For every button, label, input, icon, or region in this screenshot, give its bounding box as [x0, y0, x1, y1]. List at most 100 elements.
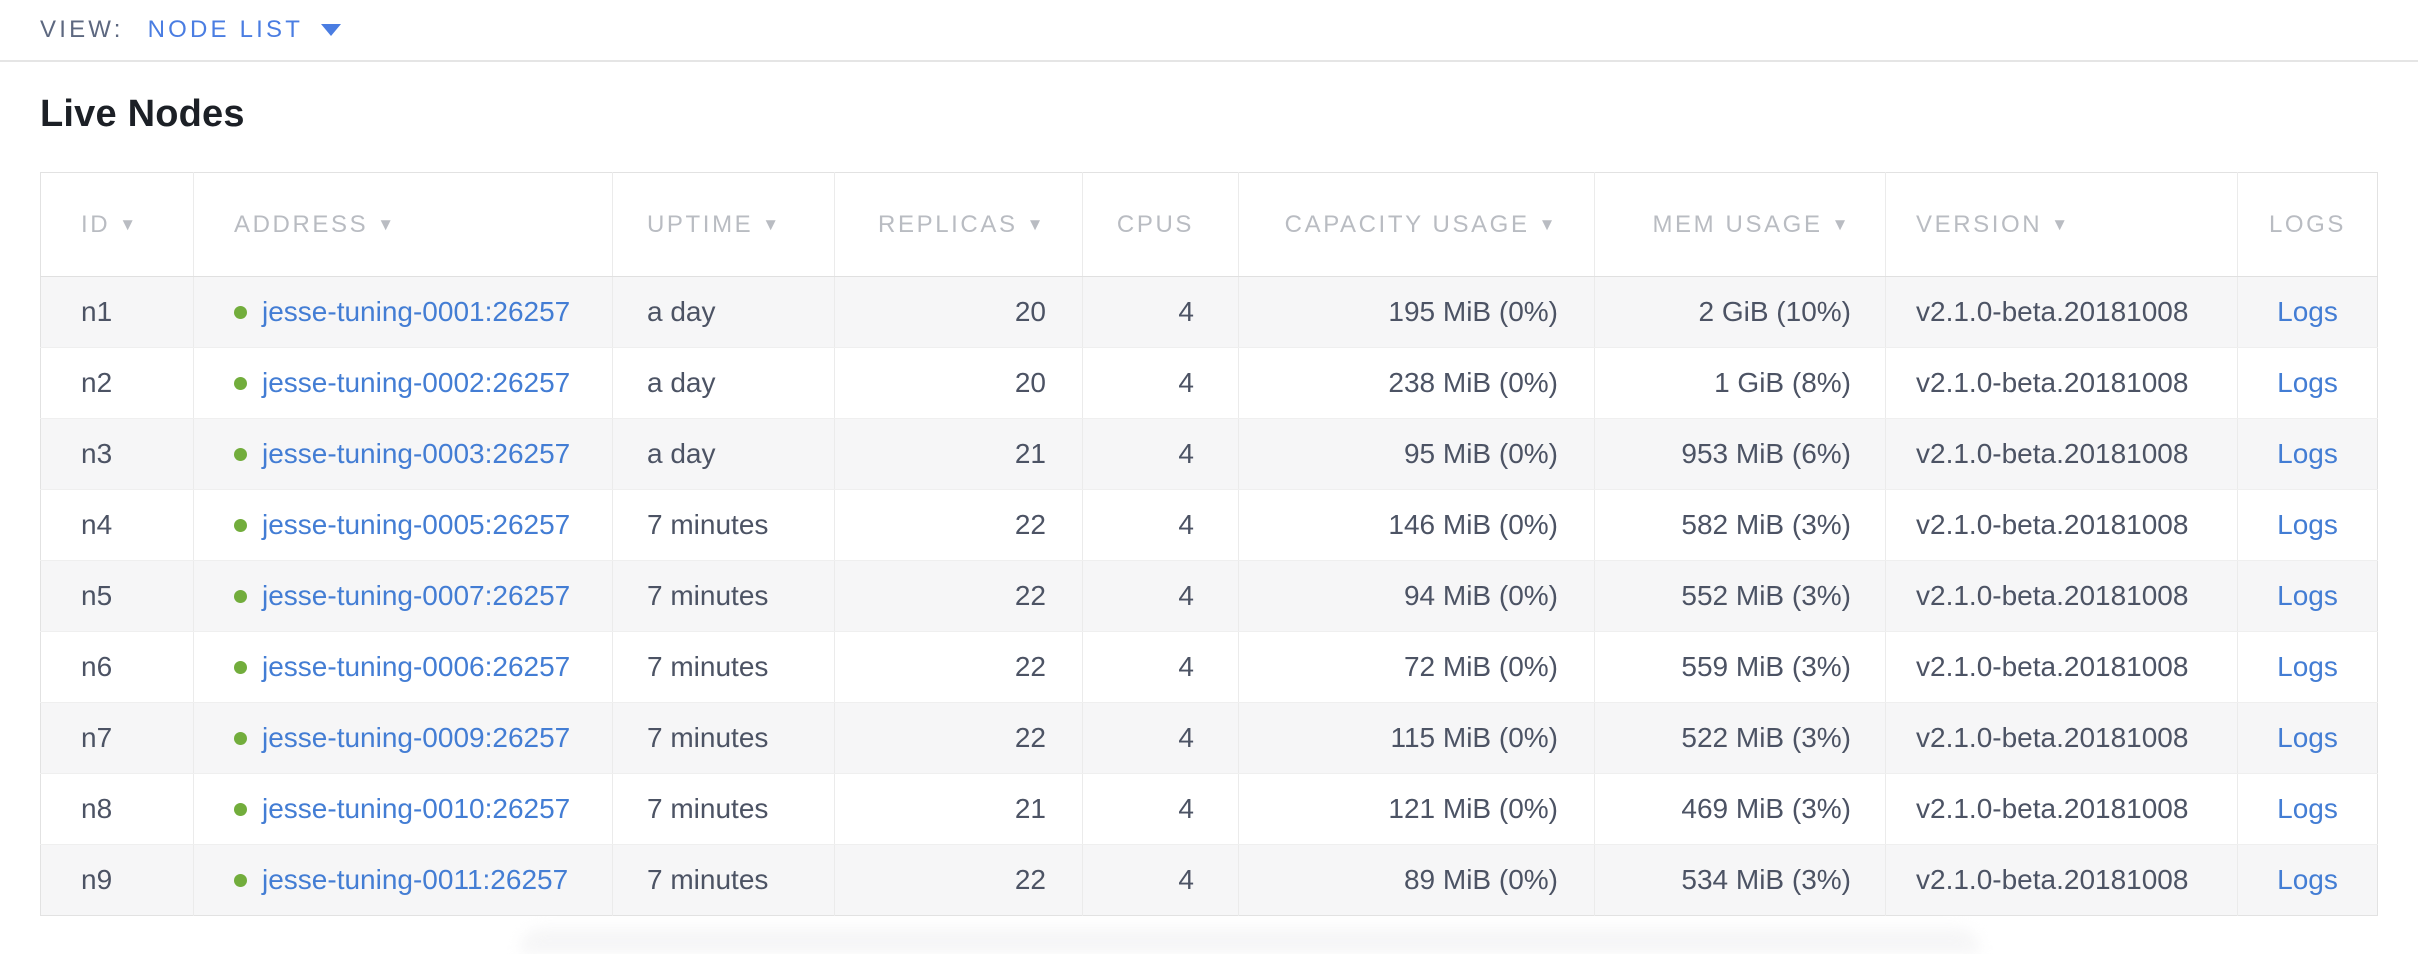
live-nodes-table-container: ID ▼ ADDRESS ▼ UPTIME ▼ REPLICAS ▼ CPUS CAPACITY … — [40, 172, 2378, 916]
uptime-value: 7 minutes — [647, 509, 769, 540]
mem_usage-value: 1 GiB (8%) — [1714, 367, 1851, 398]
uptime-cell: 7 minutes — [612, 702, 835, 774]
node-address-link[interactable]: jesse-tuning-0003:26257 — [262, 438, 571, 469]
column-header-address[interactable]: ADDRESS ▼ — [193, 172, 613, 277]
sort-desc-arrow-icon: ▼ — [119, 214, 139, 234]
live-nodes-table-body: n1 jesse-tuning-0001:26257 a day 20 4 195 MiB… — [40, 276, 2378, 916]
cpus-cell: 4 — [1082, 702, 1239, 774]
capacity_usage-value: 115 MiB (0%) — [1390, 722, 1558, 753]
cpus-cell: 4 — [1082, 347, 1239, 419]
mem_usage-cell: 469 MiB (3%) — [1594, 773, 1886, 845]
view-selector-dropdown[interactable]: NODE LIST — [148, 16, 342, 44]
node-logs-link[interactable]: Logs — [2277, 722, 2338, 753]
column-header-replicas[interactable]: REPLICAS ▼ — [834, 172, 1083, 277]
cpus-cell: 4 — [1082, 418, 1239, 490]
uptime-cell: 7 minutes — [612, 560, 835, 632]
node-live-status-dot-icon — [234, 732, 247, 745]
node-logs-link[interactable]: Logs — [2277, 367, 2338, 398]
node-address-link[interactable]: jesse-tuning-0002:26257 — [262, 367, 571, 398]
logs-cell: Logs — [2237, 418, 2378, 490]
column-header-version[interactable]: VERSION ▼ — [1885, 172, 2238, 277]
mem_usage-value: 552 MiB (3%) — [1681, 580, 1851, 611]
id-cell: n5 — [40, 560, 194, 632]
table-row: n2 jesse-tuning-0002:26257 a day 20 4 238 MiB… — [40, 347, 2378, 419]
id-value: n3 — [81, 438, 113, 469]
node-address-link[interactable]: jesse-tuning-0001:26257 — [262, 296, 571, 327]
column-header-label: LOGS — [2268, 210, 2347, 238]
version-value: v2.1.0-beta.20181008 — [1916, 438, 2189, 469]
uptime-cell: 7 minutes — [612, 489, 835, 561]
cpus-cell: 4 — [1082, 489, 1239, 561]
column-header-mem_usage[interactable]: MEM USAGE ▼ — [1594, 172, 1886, 277]
id-cell: n4 — [40, 489, 194, 561]
version-value: v2.1.0-beta.20181008 — [1916, 367, 2189, 398]
uptime-value: 7 minutes — [647, 651, 769, 682]
logs-cell: Logs — [2237, 347, 2378, 419]
column-header-uptime[interactable]: UPTIME ▼ — [612, 172, 835, 277]
version-value: v2.1.0-beta.20181008 — [1916, 509, 2189, 540]
node-address-link[interactable]: jesse-tuning-0009:26257 — [262, 722, 571, 753]
table-row: n3 jesse-tuning-0003:26257 a day 21 4 95 MiB … — [40, 418, 2378, 490]
column-header-logs: LOGS — [2237, 172, 2378, 277]
node-logs-link[interactable]: Logs — [2277, 651, 2338, 682]
mem_usage-cell: 953 MiB (6%) — [1594, 418, 1886, 490]
logs-cell: Logs — [2237, 702, 2378, 774]
version-value: v2.1.0-beta.20181008 — [1916, 296, 2189, 327]
table-row: n5 jesse-tuning-0007:26257 7 minutes 22 4 94 … — [40, 560, 2378, 632]
cpus-value: 4 — [1178, 864, 1194, 895]
node-address-link[interactable]: jesse-tuning-0010:26257 — [262, 793, 571, 824]
column-header-capacity_usage[interactable]: CAPACITY USAGE ▼ — [1238, 172, 1595, 277]
uptime-value: 7 minutes — [647, 864, 769, 895]
column-header-label: REPLICAS — [878, 210, 1018, 238]
capacity_usage-cell: 72 MiB (0%) — [1238, 631, 1595, 703]
capacity_usage-cell: 146 MiB (0%) — [1238, 489, 1595, 561]
node-address-link[interactable]: jesse-tuning-0011:26257 — [262, 864, 569, 895]
logs-cell: Logs — [2237, 276, 2378, 348]
sort-desc-arrow-icon: ▼ — [1831, 214, 1851, 234]
node-logs-link[interactable]: Logs — [2277, 580, 2338, 611]
replicas-cell: 22 — [834, 844, 1083, 916]
column-header-label: CPUS — [1116, 210, 1194, 238]
table-row: n6 jesse-tuning-0006:26257 7 minutes 22 4 72 … — [40, 631, 2378, 703]
node-logs-link[interactable]: Logs — [2277, 438, 2338, 469]
node-address-link[interactable]: jesse-tuning-0005:26257 — [262, 509, 571, 540]
uptime-cell: 7 minutes — [612, 631, 835, 703]
logs-cell: Logs — [2237, 560, 2378, 632]
mem_usage-cell: 522 MiB (3%) — [1594, 702, 1886, 774]
column-header-id[interactable]: ID ▼ — [40, 172, 194, 277]
capacity_usage-cell: 121 MiB (0%) — [1238, 773, 1595, 845]
column-header-label: CAPACITY USAGE — [1284, 210, 1530, 238]
node-live-status-dot-icon — [234, 874, 247, 887]
version-cell: v2.1.0-beta.20181008 — [1885, 773, 2238, 845]
cpus-value: 4 — [1178, 651, 1194, 682]
uptime-cell: a day — [612, 276, 835, 348]
version-cell: v2.1.0-beta.20181008 — [1885, 844, 2238, 916]
address-cell: jesse-tuning-0011:26257 — [193, 844, 613, 916]
replicas-cell: 22 — [834, 702, 1083, 774]
version-cell: v2.1.0-beta.20181008 — [1885, 560, 2238, 632]
logs-cell: Logs — [2237, 631, 2378, 703]
cpus-value: 4 — [1178, 296, 1194, 327]
logs-cell: Logs — [2237, 773, 2378, 845]
table-header-row: ID ▼ ADDRESS ▼ UPTIME ▼ REPLICAS ▼ CPUS CAPACITY … — [40, 172, 2378, 277]
version-value: v2.1.0-beta.20181008 — [1916, 651, 2189, 682]
sort-desc-arrow-icon: ▼ — [2051, 214, 2071, 234]
capacity_usage-value: 89 MiB (0%) — [1403, 864, 1558, 895]
replicas-value: 20 — [1014, 367, 1046, 398]
node-logs-link[interactable]: Logs — [2277, 864, 2338, 895]
node-logs-link[interactable]: Logs — [2277, 296, 2338, 327]
cpus-cell: 4 — [1082, 276, 1239, 348]
node-address-link[interactable]: jesse-tuning-0007:26257 — [262, 580, 571, 611]
uptime-value: 7 minutes — [647, 793, 769, 824]
id-cell: n6 — [40, 631, 194, 703]
replicas-value: 22 — [1014, 509, 1046, 540]
cpus-cell: 4 — [1082, 844, 1239, 916]
id-cell: n1 — [40, 276, 194, 348]
node-logs-link[interactable]: Logs — [2277, 509, 2338, 540]
node-logs-link[interactable]: Logs — [2277, 793, 2338, 824]
table-row: n7 jesse-tuning-0009:26257 7 minutes 22 4 115… — [40, 702, 2378, 774]
node-address-link[interactable]: jesse-tuning-0006:26257 — [262, 651, 571, 682]
id-cell: n2 — [40, 347, 194, 419]
page-title: Live Nodes — [40, 93, 245, 135]
sort-desc-arrow-icon: ▼ — [1538, 214, 1558, 234]
